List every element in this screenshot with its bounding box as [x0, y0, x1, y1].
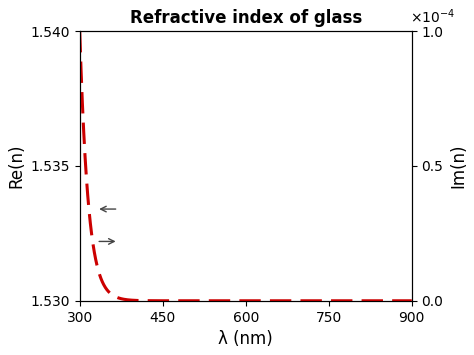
Y-axis label: Re(n): Re(n): [7, 144, 25, 188]
Title: Refractive index of glass: Refractive index of glass: [129, 9, 362, 27]
Text: $\times10^{-4}$: $\times10^{-4}$: [410, 7, 455, 26]
Y-axis label: Im(n): Im(n): [449, 144, 467, 188]
X-axis label: λ (nm): λ (nm): [219, 330, 273, 348]
